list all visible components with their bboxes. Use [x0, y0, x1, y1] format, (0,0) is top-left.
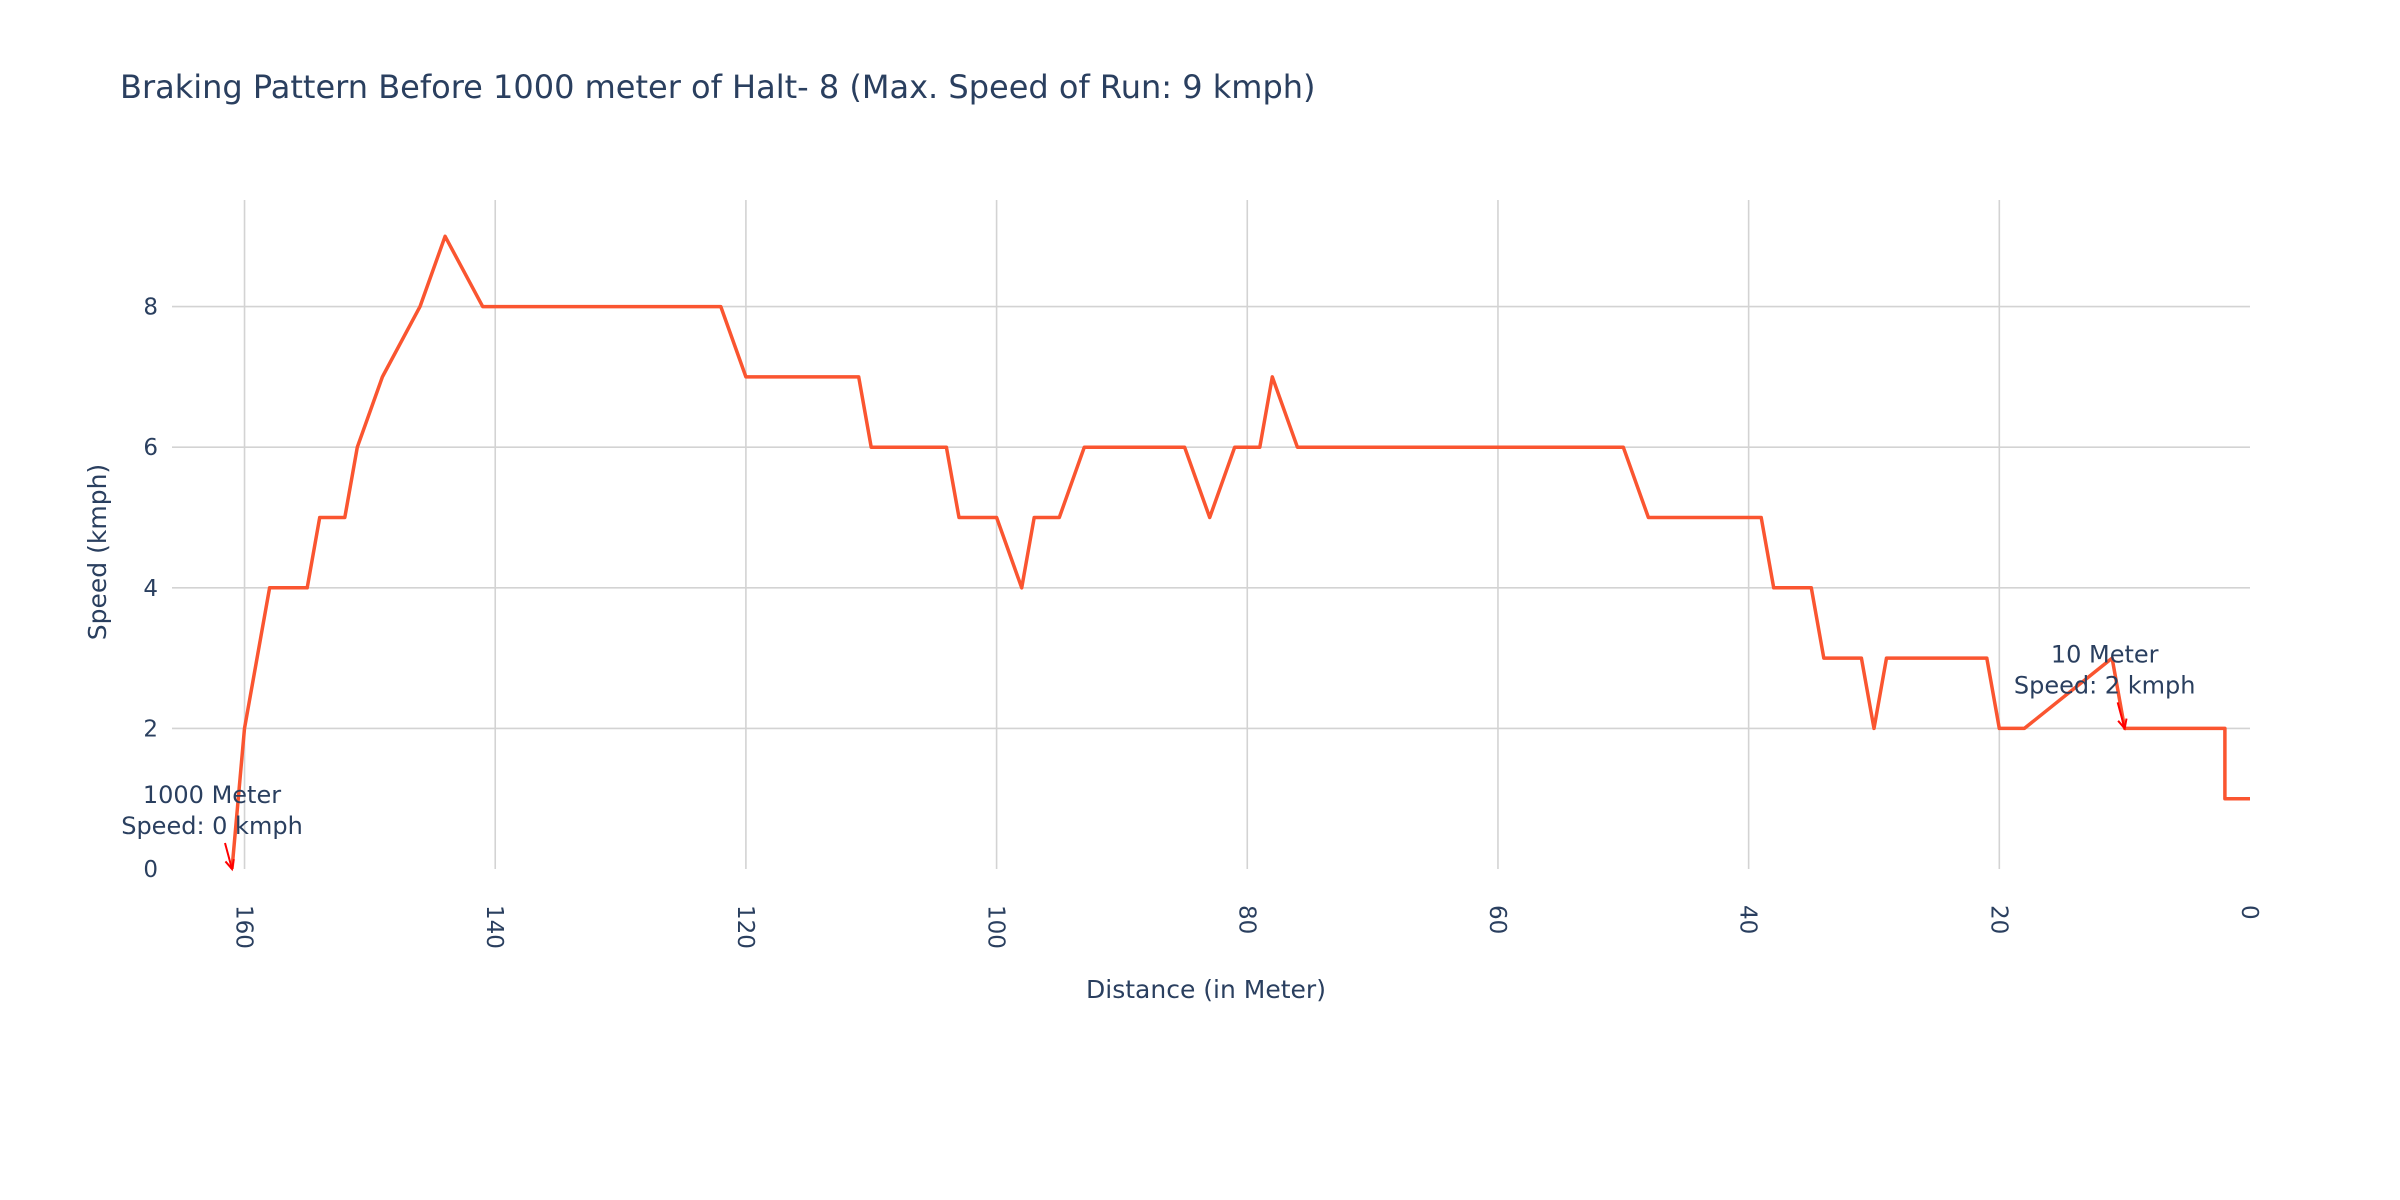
y-tick-label: 6	[143, 435, 158, 461]
annotation-line2: Speed: 2 kmph	[2014, 671, 2196, 699]
x-tick-label: 40	[1735, 905, 1761, 934]
x-tick-label: 0	[2236, 905, 2262, 920]
annotation-arrow	[224, 842, 233, 870]
chart-title: Braking Pattern Before 1000 meter of Hal…	[120, 68, 1316, 106]
grid	[172, 200, 2250, 869]
x-tick-label: 80	[1233, 905, 1259, 934]
annotation: 1000 Meter Speed: 0 kmph	[121, 781, 303, 872]
annotation-arrowhead	[2117, 718, 2128, 731]
annotation: 10 Meter Speed: 2 kmph	[2014, 640, 2196, 731]
series-layer	[230, 234, 2250, 870]
annotation-arrow	[2116, 702, 2126, 729]
x-axis-title: Distance (in Meter)	[1086, 975, 1326, 1004]
y-tick-label: 8	[143, 295, 158, 321]
y-tick-label: 4	[143, 576, 158, 602]
x-tick-label: 120	[732, 905, 758, 949]
x-tick-label: 100	[983, 905, 1009, 949]
annotation-line2: Speed: 0 kmph	[121, 812, 303, 840]
y-tick-label: 0	[143, 857, 158, 883]
annotations: 1000 Meter Speed: 0 kmph 10 Meter Speed: 2 …	[121, 640, 2196, 872]
x-tick-label: 20	[1985, 905, 2011, 934]
x-tick-label: 140	[481, 905, 507, 949]
annotation-line1: 1000 Meter	[143, 781, 281, 809]
y-tick-label: 2	[143, 716, 158, 742]
x-tick-label: 160	[231, 905, 257, 949]
x-tick-label: 60	[1484, 905, 1510, 934]
tick-labels: 160 140 120 100 80 60 40 20 0 0 2 4 6 8	[143, 295, 2262, 949]
speed-series-line	[230, 234, 2250, 870]
annotation-arrowhead	[224, 858, 235, 872]
y-axis-title: Speed (kmph)	[83, 464, 112, 640]
annotation-line1: 10 Meter	[2051, 640, 2159, 668]
